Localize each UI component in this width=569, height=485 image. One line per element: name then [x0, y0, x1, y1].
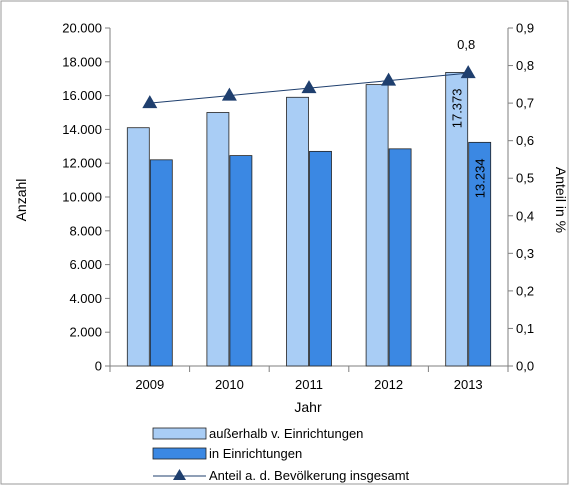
y2-tick-label: 0,9: [516, 21, 534, 36]
y-tick-label: 10.000: [62, 190, 102, 205]
legend-marker-anteil: [173, 469, 186, 480]
bar: [468, 141, 492, 367]
y-tick-label: 16.000: [62, 88, 102, 103]
line-point: [301, 80, 317, 94]
y2-tick-label: 0,2: [516, 283, 534, 298]
y2-axis-title: Anteil in %: [553, 167, 569, 233]
y2-tick-label: 0,5: [516, 171, 534, 186]
y2-tick-label: 0,0: [516, 359, 534, 374]
x-tick-label: 2012: [374, 377, 403, 392]
y-tick-label: 2.000: [69, 325, 102, 340]
bar: [286, 96, 309, 367]
bar: [388, 148, 412, 367]
bar: [365, 84, 389, 367]
y2-tick-label: 0,8: [516, 58, 534, 73]
x-tick-label: 2010: [215, 377, 244, 392]
bar: [445, 71, 469, 367]
y-tick-label: 18.000: [62, 54, 102, 69]
data-labels: 17.373 13.234 0,8: [450, 37, 488, 198]
x-axis-title: Jahr: [294, 399, 322, 415]
bar: [206, 112, 230, 367]
line-point: [221, 87, 237, 101]
line-point: [381, 72, 397, 86]
bar: [126, 127, 150, 367]
axes: 0 2.000 4.000 6.000 8.000 10.000 12.000 14.000 1…: [62, 21, 534, 393]
legend: außerhalb v. Einrichtungen in Einrichtun…: [152, 426, 410, 483]
y-tick-label: 4.000: [69, 291, 102, 306]
legend-label-ausserhalb: außerhalb v. Einrichtungen: [209, 426, 363, 441]
y2-tick-label: 0,6: [516, 133, 534, 148]
line-series: [142, 65, 476, 109]
y2-tick-label: 0,3: [516, 246, 534, 261]
x-tick-label: 2013: [454, 377, 483, 392]
y-tick-label: 20.000: [62, 21, 102, 36]
bar: [229, 155, 253, 367]
line-data-label: 0,8: [457, 37, 475, 52]
bars: [126, 71, 492, 367]
y2-tick-label: 0,7: [516, 96, 534, 111]
legend-swatch-in-einrichtungen: [152, 447, 207, 460]
bar-data-label: 13.234: [473, 158, 488, 198]
y-tick-label: 6.000: [69, 257, 102, 272]
y2-tick-label: 0,4: [516, 208, 534, 223]
line-point: [142, 95, 158, 109]
y-tick-label: 12.000: [62, 156, 102, 171]
bar: [309, 150, 332, 367]
legend-label-anteil: Anteil a. d. Bevölkerung insgesamt: [209, 468, 410, 483]
y2-tick-label: 0,1: [516, 321, 534, 336]
x-tick-label: 2009: [135, 377, 164, 392]
legend-label-in-einrichtungen: in Einrichtungen: [209, 446, 302, 461]
line-point: [460, 65, 476, 79]
y-tick-label: 14.000: [62, 122, 102, 137]
x-tick-label: 2011: [295, 377, 323, 392]
bar-data-label: 17.373: [450, 89, 465, 129]
y-tick-label: 8.000: [69, 223, 102, 238]
legend-swatch-ausserhalb: [152, 427, 207, 440]
y-axis-title: Anzahl: [13, 179, 29, 222]
bar: [149, 159, 173, 367]
y-tick-label: 0: [95, 359, 102, 374]
